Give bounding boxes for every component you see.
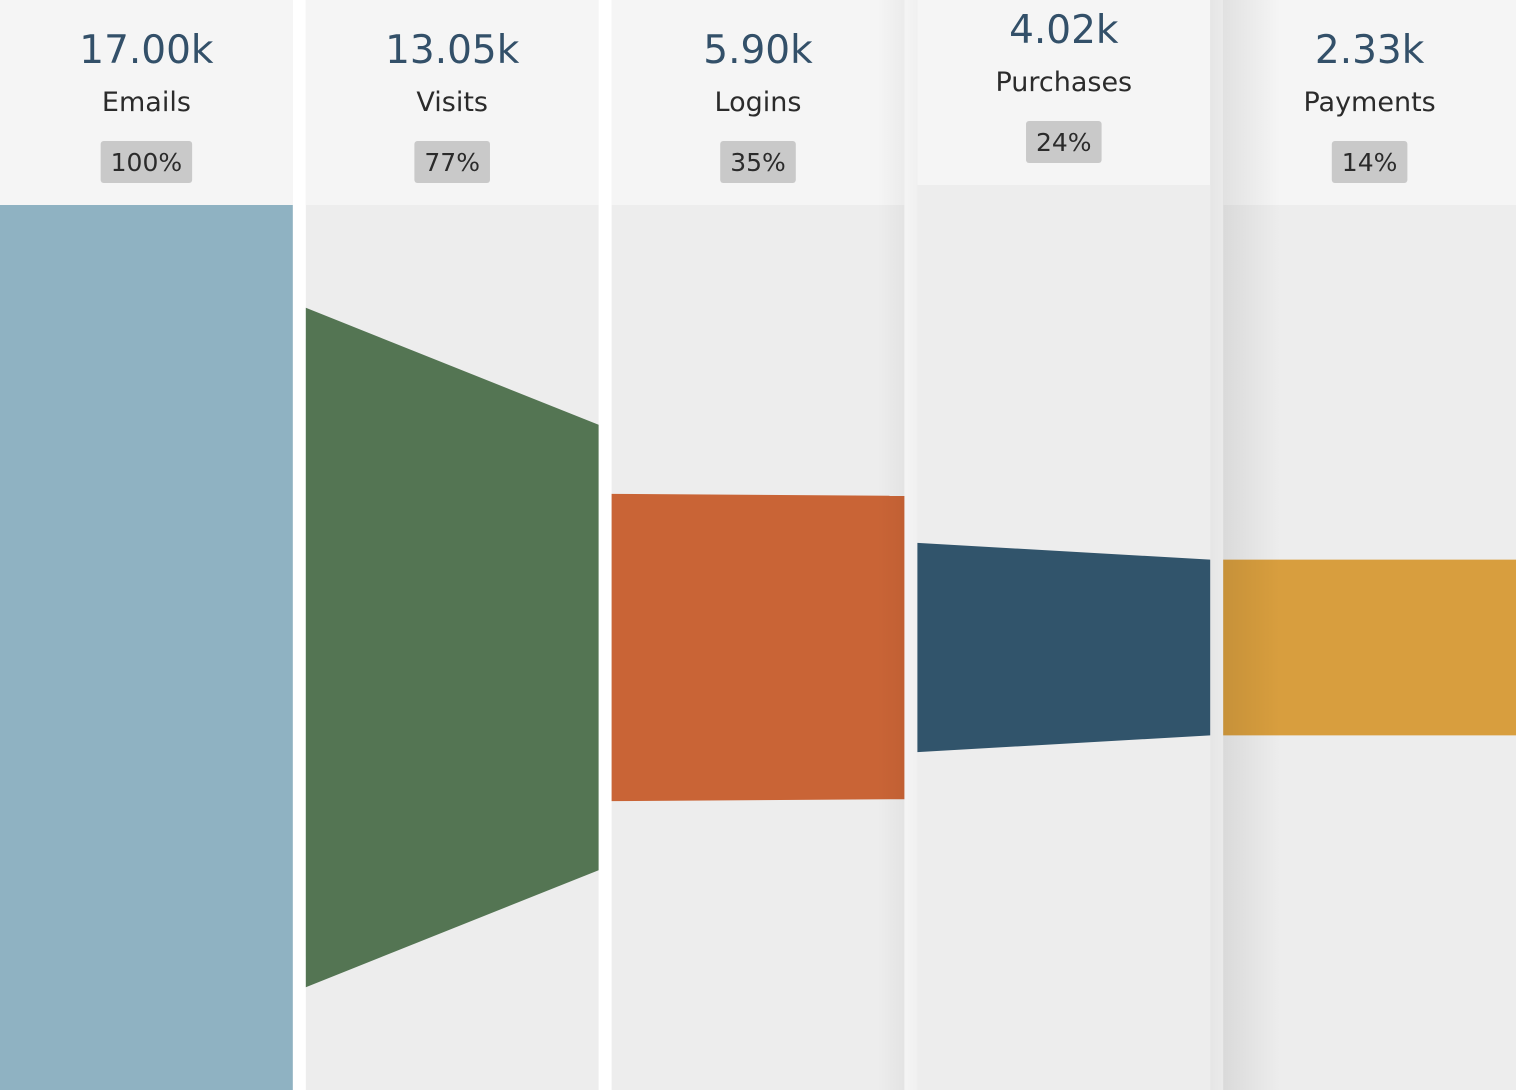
- percent-badge: 14%: [1331, 141, 1408, 183]
- percent-badge: 24%: [1026, 121, 1102, 163]
- stage-label: Purchases: [995, 67, 1132, 98]
- percent-badge-background: [100, 141, 193, 183]
- stage-percent: 35%: [730, 148, 786, 177]
- stage-percent: 24%: [1036, 128, 1092, 157]
- percent-badge-background: [720, 141, 796, 183]
- column-shadow: [1210, 0, 1281, 1090]
- stage-label: Visits: [416, 87, 488, 118]
- stage-label: Logins: [715, 87, 802, 118]
- funnel-band-purchases: [917, 542, 1211, 753]
- stage-value: 2.33k: [1315, 28, 1425, 73]
- stage-percent: 100%: [111, 148, 182, 177]
- percent-badge: 35%: [720, 141, 796, 183]
- percent-badge-background: [1331, 141, 1408, 183]
- funnel-band-logins: [611, 493, 905, 802]
- funnel-band-payments: [1223, 559, 1516, 736]
- percent-badge: 100%: [100, 141, 193, 183]
- stage-value: 13.05k: [385, 28, 520, 73]
- stage-label: Payments: [1303, 87, 1435, 118]
- percent-badge: 77%: [414, 141, 490, 183]
- stage-value: 5.90k: [703, 28, 813, 73]
- stage-column-purchases[interactable]: 4.02k Purchases 24%: [917, 0, 1211, 1090]
- percent-badge-background: [414, 141, 490, 183]
- stage-value: 17.00k: [79, 28, 214, 73]
- funnel-band-emails: [0, 205, 293, 1090]
- stage-percent: 77%: [424, 148, 480, 177]
- stage-value: 4.02k: [1009, 8, 1119, 53]
- percent-badge-background: [1026, 121, 1102, 163]
- funnel-band-visits: [305, 307, 599, 988]
- stage-percent: 14%: [1342, 148, 1398, 177]
- stage-label: Emails: [102, 87, 191, 118]
- column-shadow: [877, 0, 918, 1090]
